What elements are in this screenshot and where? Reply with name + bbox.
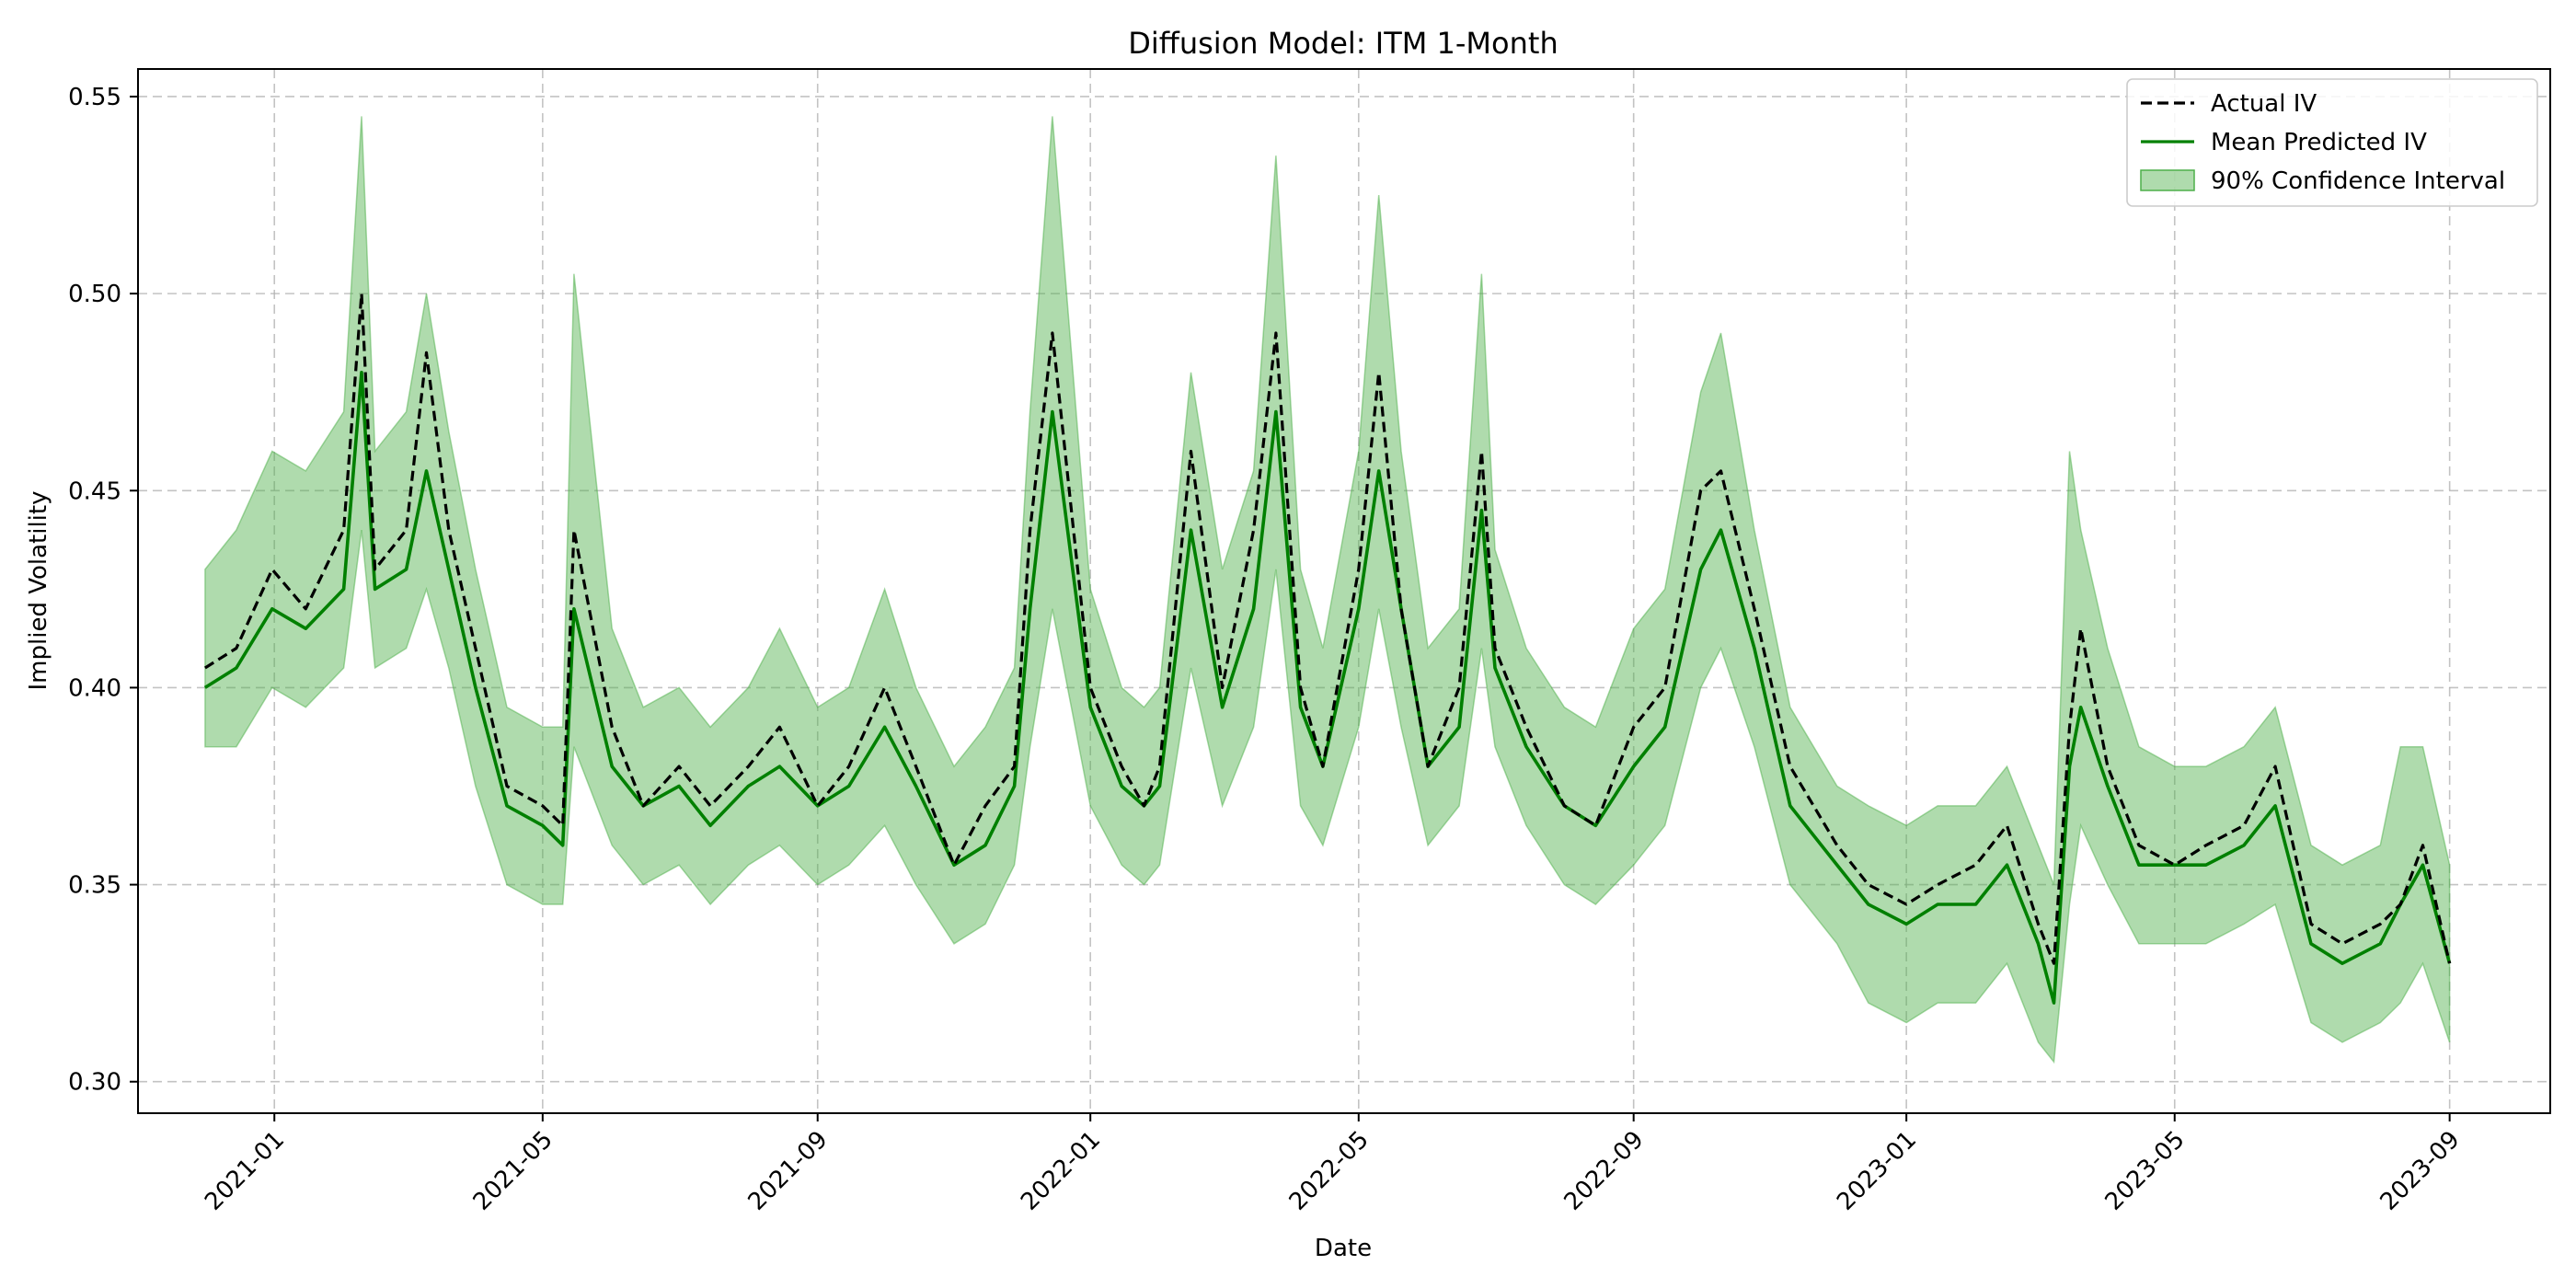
legend-band-label: 90% Confidence Interval	[2211, 167, 2505, 195]
y-tick-label: 0.55	[68, 84, 121, 111]
y-tick-label: 0.40	[68, 674, 121, 702]
chart-title: Diffusion Model: ITM 1-Month	[1128, 26, 1558, 61]
y-axis: 0.30 0.35 0.40 0.45 0.50 0.55	[68, 84, 138, 1097]
x-axis-label: Date	[1315, 1235, 1372, 1262]
y-tick-label: 0.35	[68, 872, 121, 900]
mean-predicted-iv-line	[203, 371, 2452, 1005]
y-tick-label: 0.50	[68, 281, 121, 308]
legend-box	[2126, 78, 2538, 207]
legend: Actual IV Mean Predicted IV 90% Confiden…	[2126, 78, 2538, 207]
plot-frame	[137, 68, 2551, 1114]
confidence-band	[204, 116, 2451, 1064]
y-axis-label: Implied Volatility	[25, 491, 52, 691]
legend-predicted-label: Mean Predicted IV	[2211, 129, 2427, 156]
legend-band-swatch	[2140, 169, 2195, 191]
actual-iv-line	[204, 292, 2452, 965]
series-lines	[203, 292, 2452, 1005]
y-tick-label: 0.30	[68, 1069, 121, 1097]
confidence-band-area	[204, 116, 2451, 1064]
legend-actual-label: Actual IV	[2211, 90, 2317, 118]
y-tick-label: 0.45	[68, 477, 121, 505]
